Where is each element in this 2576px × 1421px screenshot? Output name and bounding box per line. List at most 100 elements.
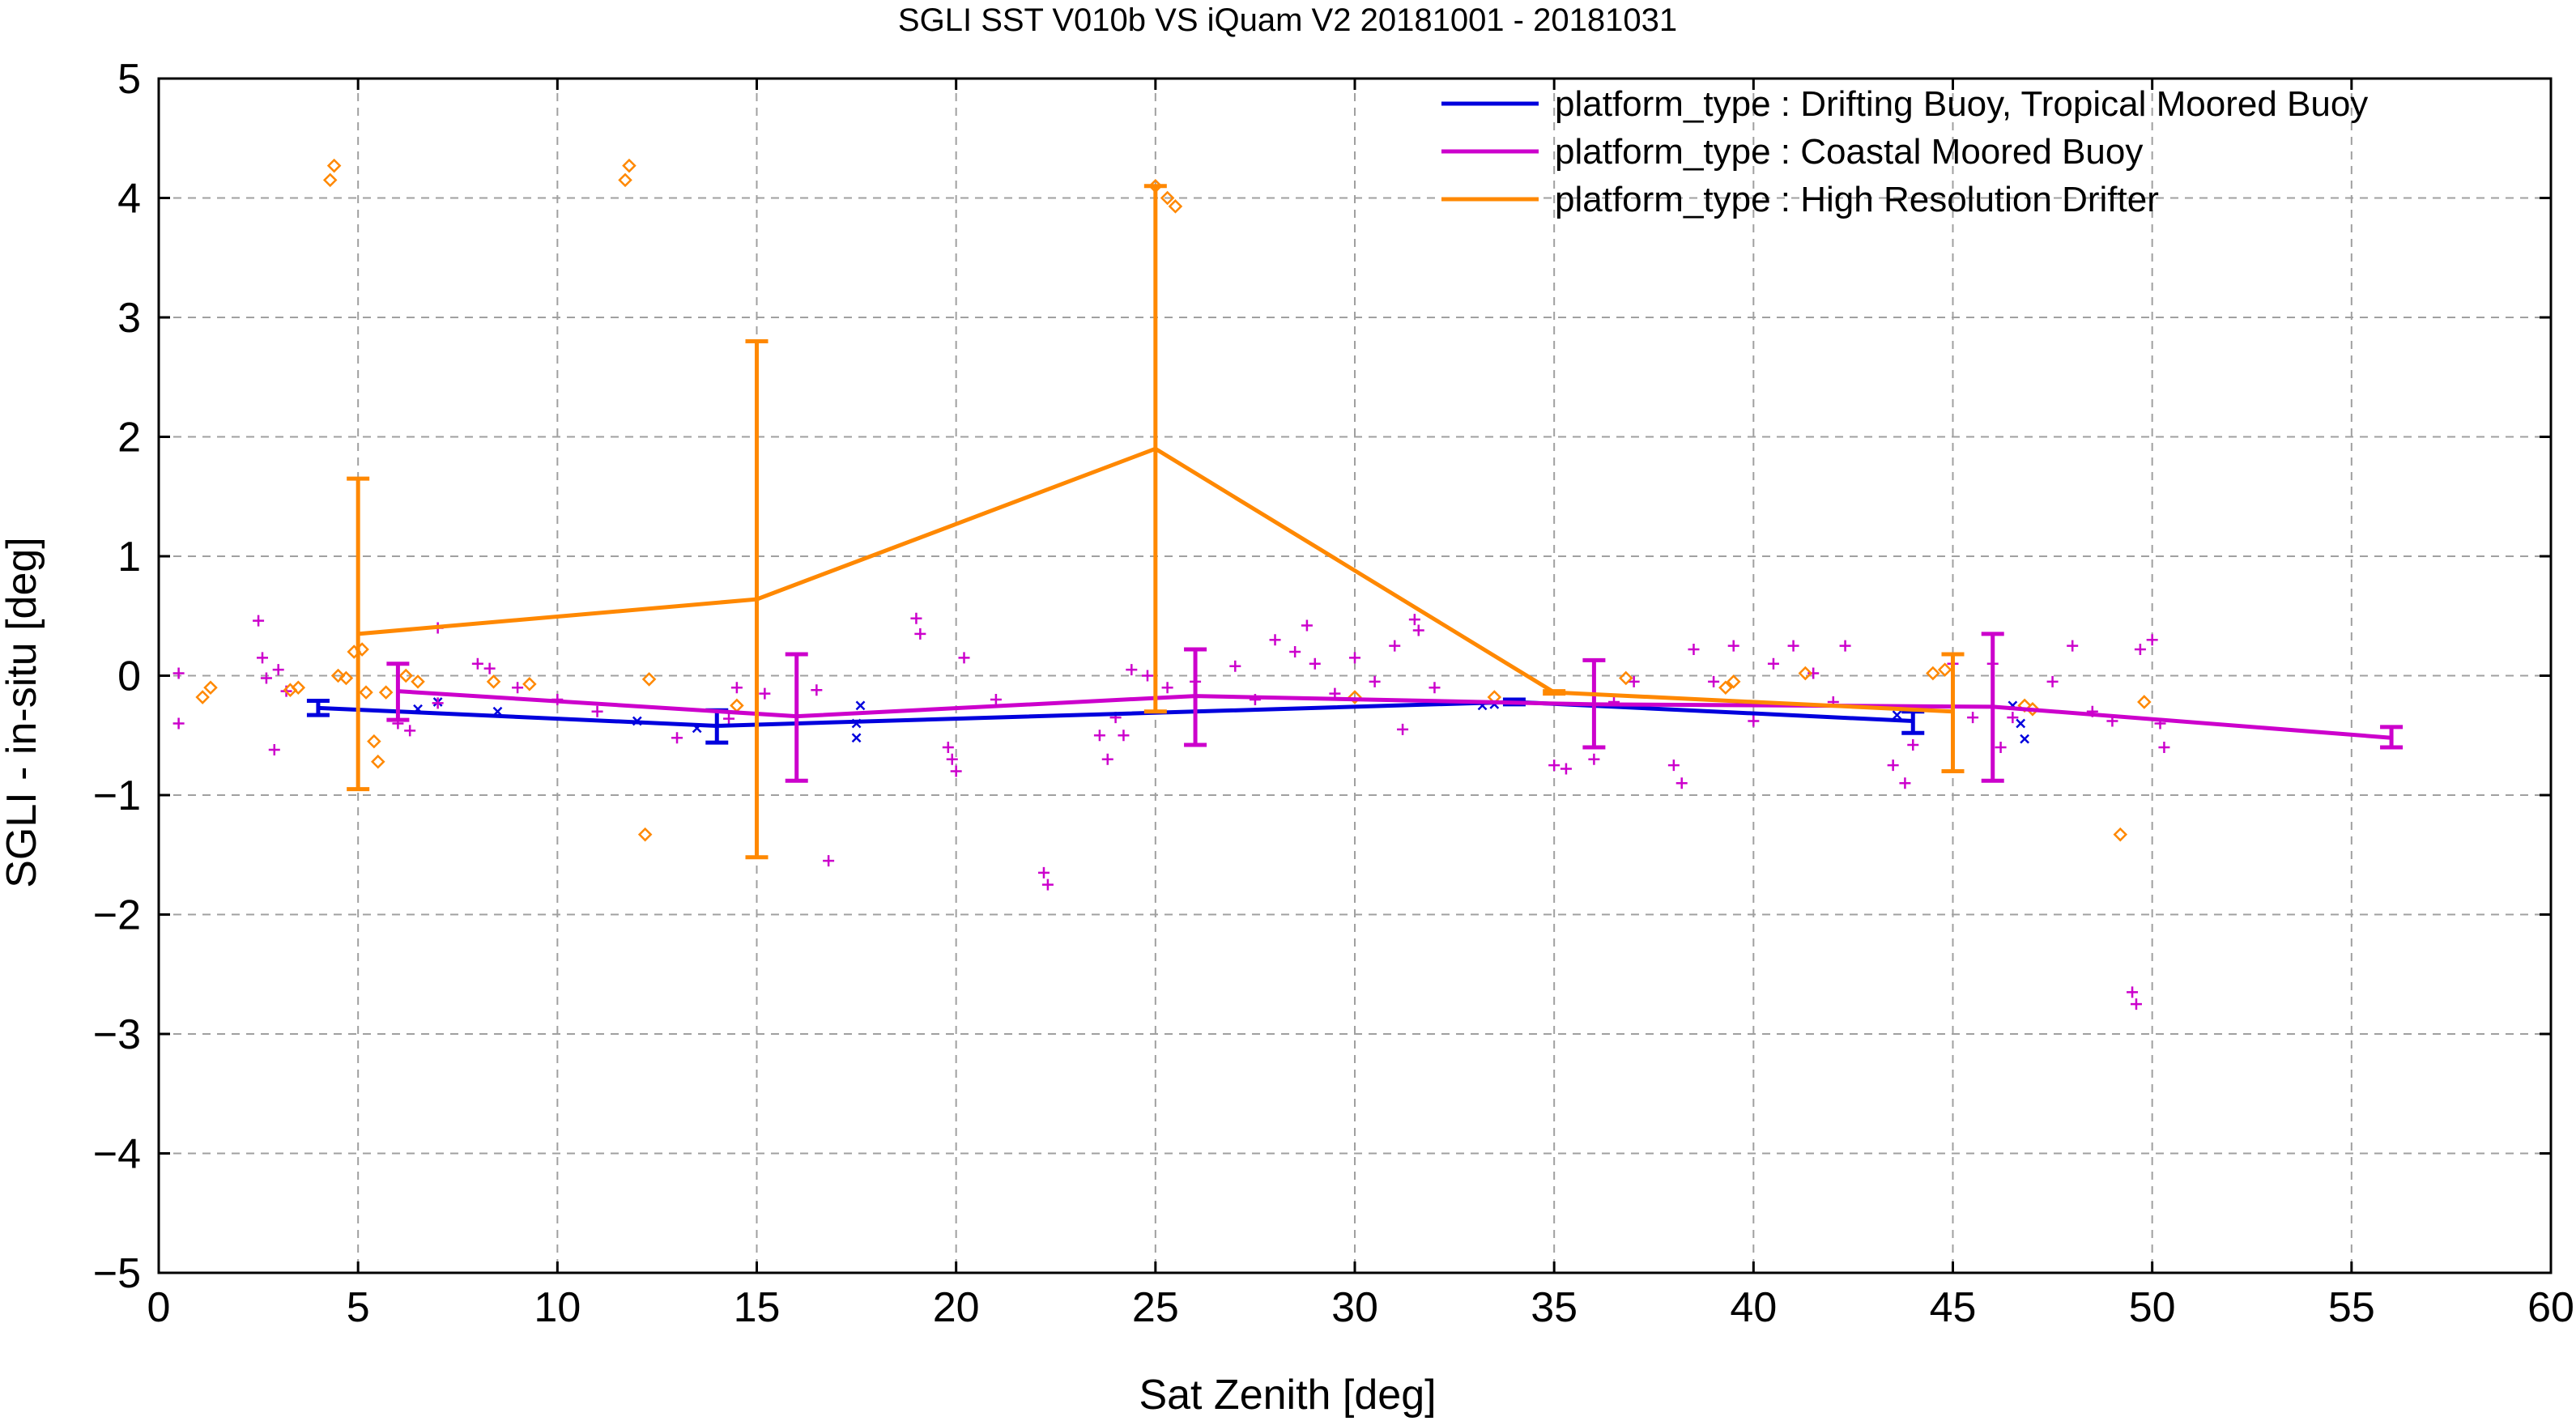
- data-point: [730, 682, 743, 694]
- data-point: [1628, 675, 1640, 687]
- x-tick-label: 25: [1132, 1284, 1179, 1331]
- data-point: [671, 732, 683, 744]
- data-point: [1349, 652, 1360, 664]
- series-1-line: [386, 632, 2404, 783]
- data-point: [1887, 759, 1899, 772]
- error-bar: [745, 339, 769, 860]
- data-point: [1309, 657, 1321, 670]
- data-point: [1787, 640, 1799, 652]
- data-point: [1408, 614, 1420, 626]
- data-point: [1289, 646, 1301, 657]
- data-point: [471, 657, 483, 670]
- x-tick-label: 15: [734, 1284, 781, 1331]
- data-point: [759, 687, 771, 700]
- error-bar: [1143, 184, 1167, 714]
- data-point: [946, 753, 958, 765]
- data-point: [1160, 190, 1175, 206]
- data-point: [622, 158, 637, 173]
- data-point: [326, 158, 342, 173]
- x-tick-label: 5: [347, 1284, 370, 1331]
- error-bar: [347, 476, 370, 792]
- data-point: [359, 685, 373, 700]
- data-point: [1967, 712, 1979, 724]
- data-point: [1126, 664, 1138, 676]
- data-point: [2007, 712, 2019, 724]
- x-tick-label: 0: [147, 1284, 171, 1331]
- y-tick-label: 3: [117, 295, 141, 342]
- error-bar: [1543, 689, 1566, 696]
- data-point: [522, 677, 537, 691]
- data-point: [371, 754, 385, 769]
- y-tick-label: −5: [93, 1250, 141, 1297]
- data-point: [2137, 695, 2152, 709]
- error-bar: [1184, 647, 1207, 747]
- data-layer: [172, 158, 2404, 1010]
- legend-label-drifting-buoy: platform_type : Drifting Buoy, Tropical …: [1555, 84, 2368, 124]
- data-point: [2067, 640, 2079, 652]
- data-point: [378, 685, 394, 700]
- data-point: [1369, 675, 1381, 687]
- data-point: [330, 668, 346, 683]
- y-axis-title: SGLI - in-situ [deg]: [0, 537, 45, 888]
- data-point: [1688, 644, 1700, 656]
- y-tick-label: −2: [93, 892, 141, 939]
- error-bar: [785, 652, 808, 783]
- data-point: [1041, 879, 1054, 891]
- data-point: [2046, 675, 2059, 687]
- x-tick-label: 50: [2129, 1284, 2176, 1331]
- data-point: [398, 668, 414, 683]
- data-point: [2113, 827, 2128, 842]
- data-point: [1141, 670, 1153, 682]
- data-point: [618, 172, 632, 188]
- y-tick-label: −3: [93, 1011, 141, 1058]
- data-point: [1807, 667, 1820, 679]
- series-1-points: [172, 612, 2170, 1010]
- data-point: [637, 827, 653, 842]
- data-point: [950, 765, 962, 777]
- data-point: [1899, 777, 1911, 789]
- error-bar: [386, 662, 410, 722]
- data-point: [2016, 718, 2026, 729]
- data-point: [486, 674, 501, 689]
- data-point: [1093, 730, 1105, 742]
- data-point: [1839, 640, 1851, 652]
- data-point: [2020, 734, 2030, 744]
- data-point: [914, 628, 926, 640]
- data-point: [322, 172, 338, 188]
- data-point: [823, 855, 835, 867]
- data-point: [730, 698, 744, 713]
- data-point: [2146, 634, 2158, 646]
- data-point: [172, 717, 185, 730]
- data-point: [811, 684, 823, 696]
- data-point: [1560, 763, 1572, 775]
- data-point: [1037, 866, 1050, 879]
- data-point: [2134, 644, 2146, 656]
- data-point: [851, 733, 862, 743]
- data-point: [958, 652, 970, 664]
- data-point: [404, 725, 416, 737]
- data-point: [483, 662, 496, 674]
- legend-label-coastal-moored-buoy: platform_type : Coastal Moored Buoy: [1555, 132, 2143, 172]
- chart-title: SGLI SST V010b VS iQuam V2 20181001 - 20…: [898, 2, 1677, 38]
- data-point: [1727, 640, 1739, 652]
- y-tick-label: 5: [117, 56, 141, 103]
- y-tick-label: 2: [117, 415, 141, 462]
- data-point: [2127, 986, 2139, 998]
- data-point: [1168, 199, 1183, 214]
- data-point: [338, 670, 354, 686]
- data-point: [2130, 998, 2142, 1010]
- data-point: [411, 674, 425, 689]
- data-point: [172, 667, 185, 679]
- x-tick-label: 45: [1930, 1284, 1977, 1331]
- data-point: [512, 682, 524, 694]
- error-bar: [2380, 725, 2404, 750]
- x-tick-label: 55: [2328, 1284, 2375, 1331]
- y-tick-label: 4: [117, 176, 141, 223]
- data-point: [723, 713, 735, 725]
- x-tick-label: 60: [2527, 1284, 2574, 1331]
- data-point: [1389, 640, 1401, 652]
- error-bar: [1582, 657, 1606, 750]
- data-point: [1412, 624, 1424, 636]
